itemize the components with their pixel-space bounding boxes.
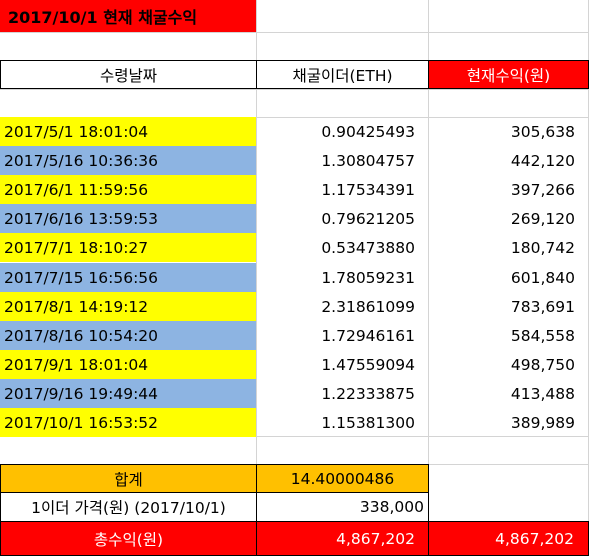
row-krw-cell[interactable]: 413,488: [510, 384, 575, 403]
sheet-title[interactable]: 2017/10/1 현재 채굴수익: [0, 0, 256, 32]
row-eth-cell[interactable]: 2.31861099: [321, 297, 415, 316]
row-eth-cell[interactable]: 1.78059231: [321, 268, 415, 287]
header-date[interactable]: 수령날짜: [0, 60, 257, 89]
row-eth-cell[interactable]: 1.72946161: [321, 326, 415, 345]
row-eth-cell[interactable]: 1.15381300: [321, 413, 415, 432]
row-krw-cell[interactable]: 305,638: [510, 122, 575, 141]
price-value[interactable]: 338,000: [256, 492, 429, 522]
row-krw-cell[interactable]: 601,840: [510, 268, 575, 287]
row-krw-cell[interactable]: 180,742: [510, 238, 575, 257]
row-krw-cell[interactable]: 397,266: [510, 180, 575, 199]
revenue-value-right[interactable]: 4,867,202: [428, 521, 589, 556]
gridline: [0, 436, 589, 437]
row-krw-cell[interactable]: 389,989: [510, 413, 575, 432]
row-date-cell[interactable]: 2017/7/1 18:10:27: [0, 233, 256, 262]
header-eth[interactable]: 채굴이더(ETH): [256, 60, 429, 89]
row-date-cell[interactable]: 2017/8/16 10:54:20: [0, 321, 256, 350]
row-krw-cell[interactable]: 783,691: [510, 297, 575, 316]
row-date-cell[interactable]: 2017/9/16 19:49:44: [0, 379, 256, 408]
row-date-cell[interactable]: 2017/5/16 10:36:36: [0, 146, 256, 175]
row-date-cell[interactable]: 2017/9/1 18:01:04: [0, 350, 256, 379]
gridline: [256, 0, 257, 556]
header-krw[interactable]: 현재수익(원): [428, 60, 589, 89]
revenue-value[interactable]: 4,867,202: [256, 521, 429, 556]
row-eth-cell[interactable]: 1.47559094: [321, 355, 415, 374]
total-eth[interactable]: 14.40000486: [256, 464, 429, 493]
row-eth-cell[interactable]: 1.22333875: [321, 384, 415, 403]
gridline: [0, 117, 589, 118]
row-krw-cell[interactable]: 498,750: [510, 355, 575, 374]
row-krw-cell[interactable]: 442,120: [510, 151, 575, 170]
row-eth-cell[interactable]: 1.30804757: [321, 151, 415, 170]
row-eth-cell[interactable]: 1.17534391: [321, 180, 415, 199]
row-date-cell[interactable]: 2017/10/1 16:53:52: [0, 408, 256, 437]
row-date-cell[interactable]: 2017/6/1 11:59:56: [0, 175, 256, 204]
gridline: [0, 32, 589, 33]
row-krw-cell[interactable]: 269,120: [510, 209, 575, 228]
gridline: [0, 89, 589, 90]
gridline: [428, 0, 429, 556]
row-date-cell[interactable]: 2017/5/1 18:01:04: [0, 117, 256, 146]
row-eth-cell[interactable]: 0.90425493: [321, 122, 415, 141]
total-label[interactable]: 합계: [0, 464, 257, 493]
row-eth-cell[interactable]: 0.53473880: [321, 238, 415, 257]
price-label[interactable]: 1이더 가격(원) (2017/10/1): [0, 492, 257, 522]
revenue-label[interactable]: 총수익(원): [0, 521, 257, 556]
row-eth-cell[interactable]: 0.79621205: [321, 209, 415, 228]
row-date-cell[interactable]: 2017/8/1 14:19:12: [0, 292, 256, 321]
row-krw-cell[interactable]: 584,558: [510, 326, 575, 345]
row-date-cell[interactable]: 2017/6/16 13:59:53: [0, 204, 256, 233]
row-date-cell[interactable]: 2017/7/15 16:56:56: [0, 263, 256, 292]
